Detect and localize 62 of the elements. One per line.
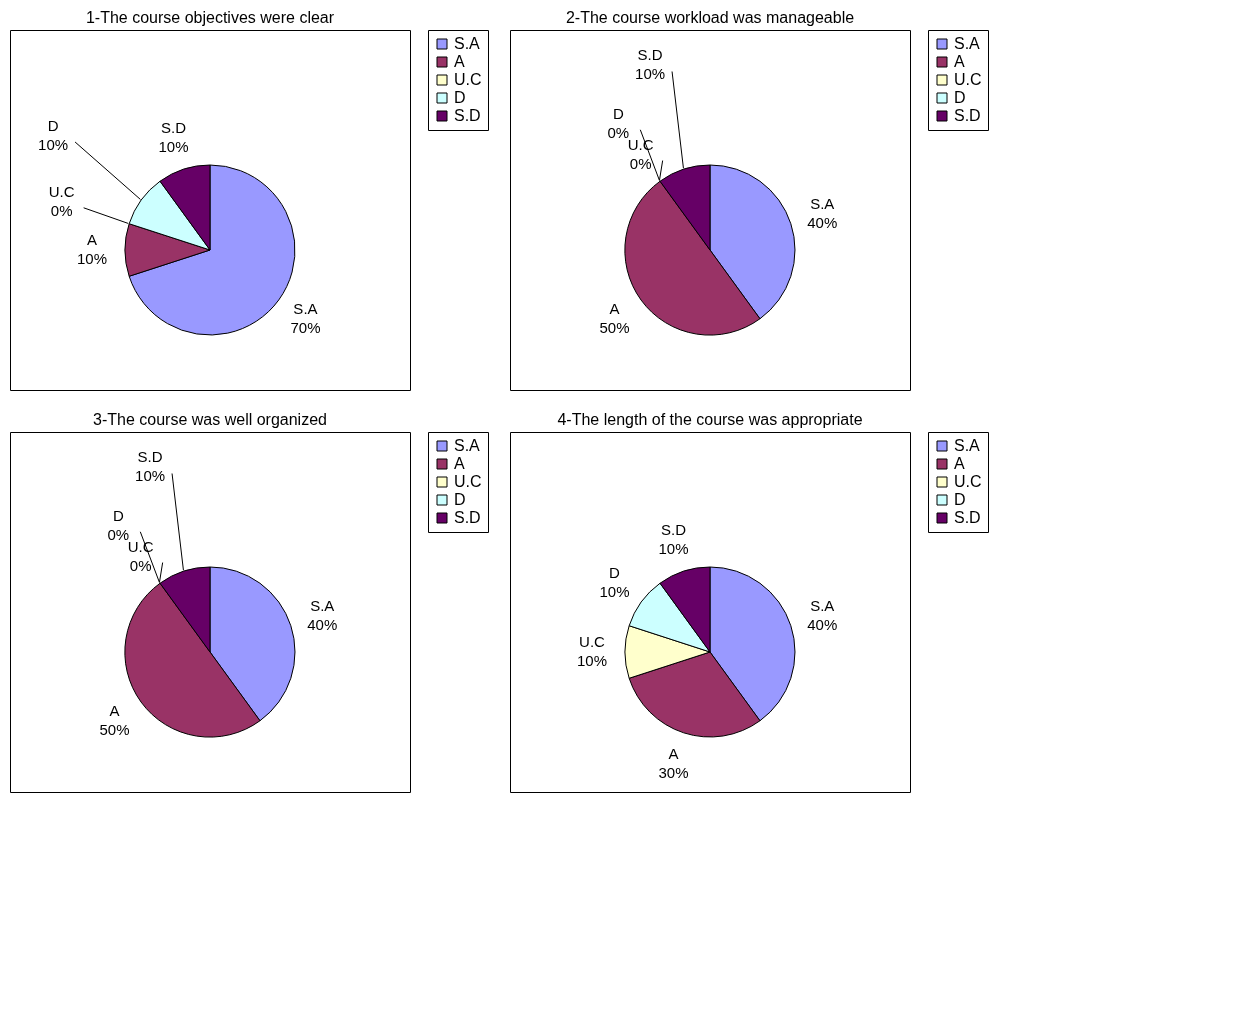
legend-label: A <box>954 53 965 70</box>
slice-label: A <box>86 231 98 248</box>
text: 0% <box>107 525 130 543</box>
slice-label: U.C <box>579 633 606 650</box>
text: 0% <box>129 556 152 574</box>
slice-label: S.A <box>310 596 335 614</box>
data-label: 50% <box>99 721 130 739</box>
data-label: 40% <box>307 615 338 633</box>
legend-label: D <box>454 491 466 508</box>
data-label: 10% <box>658 539 689 557</box>
data-label: 50% <box>599 319 630 337</box>
legend-label: S.D <box>454 509 481 526</box>
slice-label: A <box>109 702 120 720</box>
data-label: 10% <box>158 137 189 155</box>
legend-label: S.A <box>954 35 981 52</box>
category-label: U.C <box>48 182 75 200</box>
data-label: 30% <box>658 764 689 782</box>
data-label: 10% <box>599 582 630 600</box>
legend-label: S.A <box>454 35 481 52</box>
legend-label: S.A <box>954 437 981 454</box>
chart-title: 2-The course workload was manageable <box>565 8 855 26</box>
slice-label: S.D <box>137 448 163 466</box>
category-label: D <box>612 104 624 122</box>
legend-label: U.C <box>954 473 982 490</box>
slice-label: S.A <box>810 194 835 212</box>
legend-label: S.D <box>454 107 481 124</box>
legend-label: D <box>454 89 466 106</box>
slice-label: S.D <box>161 118 187 136</box>
legend-label: D <box>954 491 966 508</box>
data-label: 10% <box>135 467 166 485</box>
legend-label: U.C <box>454 473 482 490</box>
slice-label: S.A <box>810 596 835 614</box>
slice-label: D <box>47 116 59 134</box>
legend-label: U.C <box>954 71 982 88</box>
legend-label: S.A <box>454 437 481 454</box>
text: 0% <box>629 154 652 172</box>
data-label: 10% <box>576 652 608 669</box>
data-label: 10% <box>635 65 666 83</box>
data-label: 70% <box>290 319 321 337</box>
chart-title: 3-The course was well organized <box>93 410 327 428</box>
legend-label: A <box>454 53 465 70</box>
data-label: 10% <box>76 250 108 267</box>
slice-label: S.A <box>293 300 318 318</box>
data-label: 40% <box>807 615 838 633</box>
slice-label: S.D <box>637 46 663 64</box>
legend-label: S.D <box>954 509 981 526</box>
text: 0% <box>50 201 73 219</box>
slice-label: D <box>609 563 621 581</box>
text: 0% <box>607 123 630 141</box>
category-label: D <box>112 506 124 524</box>
legend-label: A <box>454 455 465 472</box>
legend-label: U.C <box>454 71 482 88</box>
data-label: 10% <box>38 135 69 153</box>
legend-label: S.D <box>954 107 981 124</box>
chart-title: 1-The course objectives were clear <box>85 8 335 26</box>
slice-label: S.D <box>661 520 687 538</box>
chart-title: 4-The length of the course was appropriate <box>557 410 863 428</box>
legend-label: A <box>954 455 965 472</box>
slice-label: A <box>609 300 620 318</box>
legend-label: D <box>954 89 966 106</box>
data-label: 40% <box>807 213 838 231</box>
slice-label: A <box>668 745 679 763</box>
